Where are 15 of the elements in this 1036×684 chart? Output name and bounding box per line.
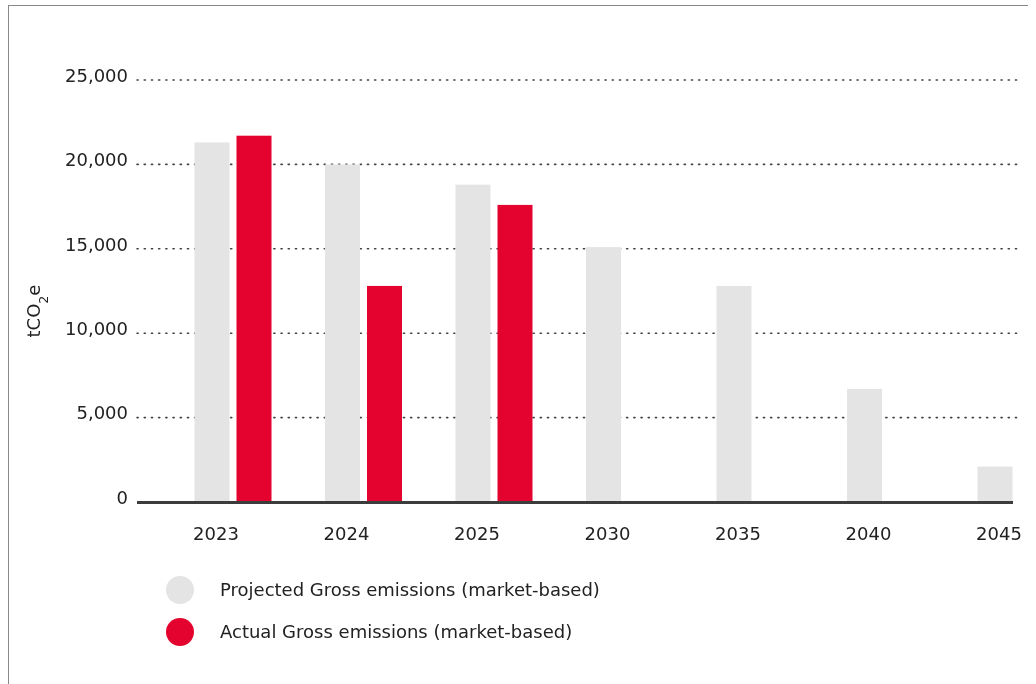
x-tick-label: 2024 [323, 523, 370, 544]
x-tick-label: 2023 [193, 523, 239, 544]
x-tick-label: 2040 [845, 523, 892, 544]
y-tick-label: 15,000 [65, 233, 128, 255]
x-tick-label: 2030 [584, 523, 631, 544]
x-tick-label: 2045 [976, 523, 1022, 544]
y-tick-label: 25,000 [65, 64, 128, 86]
y-tick-label: 20,000 [65, 149, 128, 171]
x-tick-label: 2035 [715, 523, 761, 544]
y-tick-label: 0 [116, 486, 128, 508]
legend-label: Projected Gross emissions (market-based) [220, 579, 600, 601]
x-tick-label: 2025 [454, 523, 500, 544]
y-tick-label: 10,000 [65, 318, 128, 339]
legend-label: Actual Gross emissions (market-based) [220, 621, 573, 643]
y-tick-label: 5,000 [76, 402, 128, 424]
